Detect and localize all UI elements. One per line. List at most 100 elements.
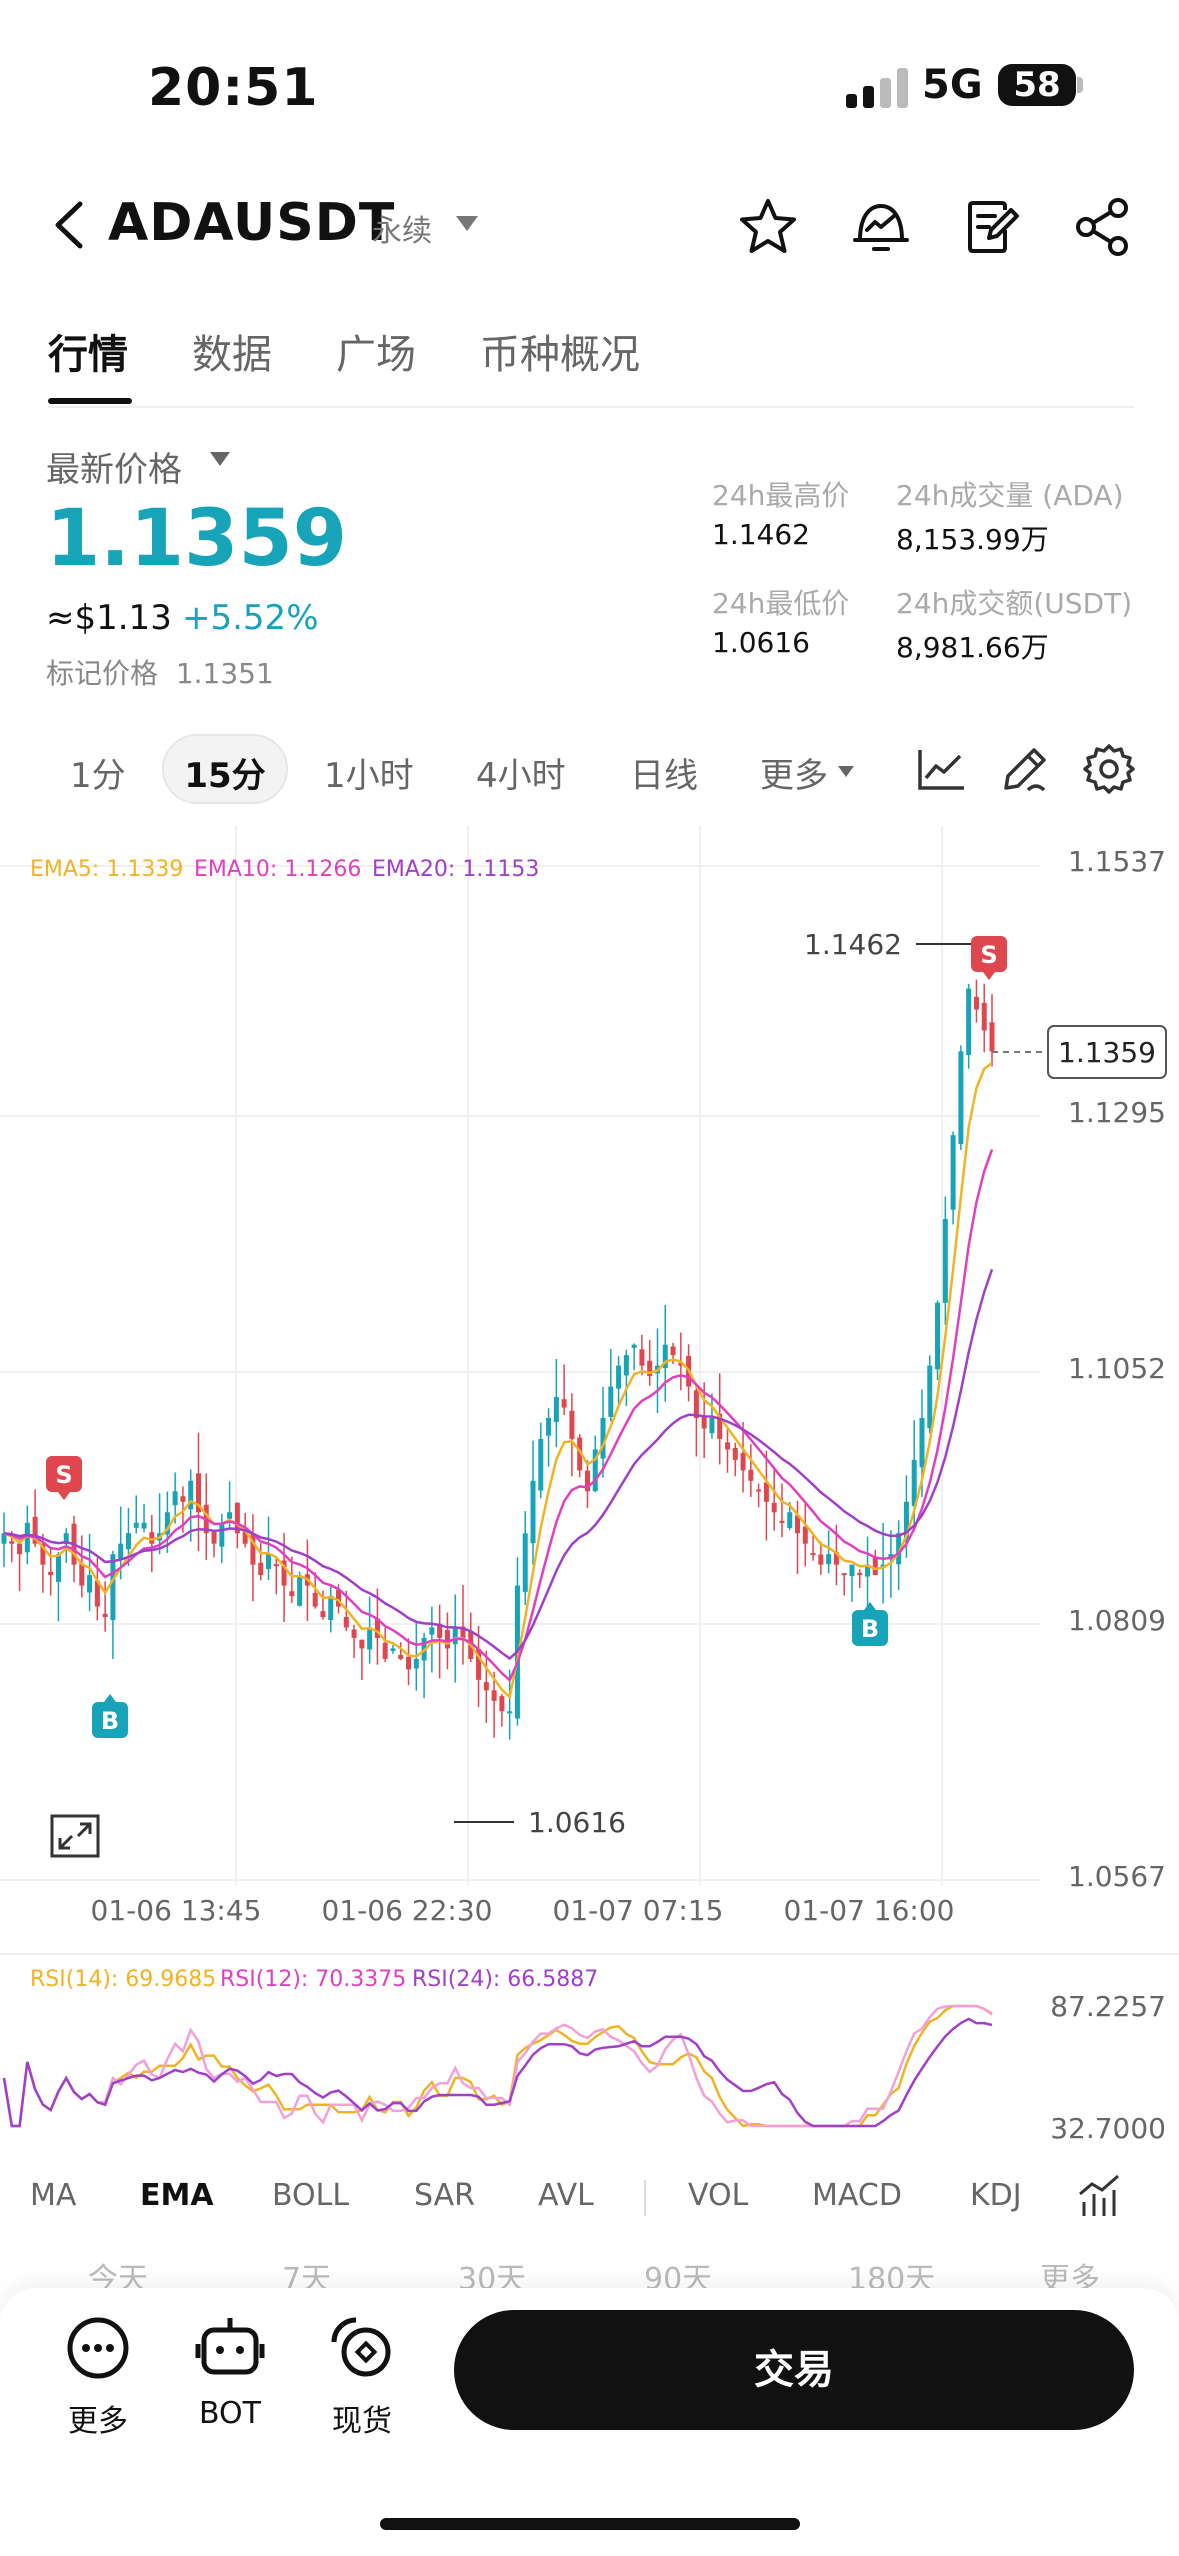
chevron-down-icon[interactable]	[210, 452, 230, 466]
candle-body	[857, 1573, 863, 1576]
y-tick: 1.0567	[1068, 1860, 1166, 1893]
interval-15m[interactable]: 15分	[184, 756, 266, 796]
star-icon[interactable]	[737, 196, 799, 258]
pair-title[interactable]: ADAUSDT	[108, 193, 396, 253]
tab-divider	[48, 406, 1134, 408]
candle-body	[491, 1690, 497, 1701]
more-label[interactable]: 更多	[68, 2404, 128, 2439]
battery-tip	[1077, 77, 1083, 93]
candle-body	[351, 1629, 357, 1638]
x-tick: 01-07 07:15	[553, 1894, 724, 1927]
bot-label[interactable]: BOT	[199, 2396, 261, 2431]
indicator-kdj[interactable]: KDJ	[970, 2178, 1022, 2213]
candle-body	[483, 1682, 489, 1691]
status-time: 20:51	[148, 58, 319, 118]
sell-marker: S	[46, 1456, 82, 1500]
indicator-boll[interactable]: BOLL	[272, 2178, 350, 2213]
candle-body	[460, 1626, 466, 1638]
candle-body	[141, 1522, 147, 1529]
candle-body	[125, 1533, 131, 1550]
volume-value: 8,153.99万	[896, 523, 1049, 556]
chevron-down-icon[interactable]	[456, 216, 478, 231]
indicator-macd[interactable]: MACD	[812, 2178, 902, 2213]
chevron-down-icon[interactable]	[838, 766, 854, 777]
indicator-vol[interactable]: VOL	[688, 2178, 749, 2213]
sell-marker: S	[971, 936, 1007, 980]
candle-body	[336, 1589, 342, 1607]
fullscreen-icon[interactable]	[50, 1814, 100, 1858]
y-tick: 1.1537	[1068, 845, 1166, 878]
candle-body	[242, 1531, 248, 1544]
spot-exchange-icon[interactable]	[326, 2312, 398, 2384]
candle-body	[763, 1482, 769, 1502]
candle-body	[219, 1522, 225, 1547]
price-alert-icon[interactable]	[850, 196, 912, 258]
last-price-label[interactable]: 最新价格	[46, 450, 182, 490]
indicator-ma[interactable]: MA	[30, 2178, 77, 2213]
indicator-ema[interactable]: EMA	[140, 2178, 214, 2213]
spot-label[interactable]: 现货	[332, 2404, 392, 2439]
trade-button[interactable]: 交易	[454, 2310, 1134, 2430]
candle-body	[522, 1533, 528, 1592]
candle-body	[802, 1526, 808, 1544]
candle-body	[110, 1554, 116, 1621]
candle-body	[935, 1302, 941, 1370]
candle-body	[826, 1554, 832, 1565]
rsi24-line	[2, 2017, 993, 2128]
candle-body	[180, 1496, 186, 1502]
tab-market[interactable]: 行情	[48, 332, 128, 378]
notes-edit-icon[interactable]	[961, 196, 1023, 258]
indicator-settings-icon[interactable]	[1076, 2172, 1124, 2220]
candle-body	[584, 1470, 590, 1492]
usd-price: ≈$1.13	[46, 598, 172, 638]
indicator-sar[interactable]: SAR	[414, 2178, 475, 2213]
candle-body	[616, 1365, 622, 1389]
candle-body	[79, 1563, 85, 1586]
candle-body	[343, 1616, 349, 1628]
bot-robot-icon[interactable]	[194, 2312, 266, 2384]
indicator-avl[interactable]: AVL	[538, 2178, 594, 2213]
last-price: 1.1359	[46, 494, 347, 584]
draw-tool-icon[interactable]	[998, 742, 1052, 796]
more-icon[interactable]	[62, 2312, 134, 2384]
candle-body	[538, 1438, 544, 1491]
ema5-line	[3, 1062, 993, 1700]
candle-body	[756, 1489, 762, 1492]
home-indicator	[380, 2518, 800, 2530]
tab-data[interactable]: 数据	[192, 332, 272, 378]
current-price-box	[1047, 1025, 1167, 1079]
high-value: 1.1462	[712, 518, 810, 551]
tab-coin-overview[interactable]: 币种概况	[480, 332, 640, 378]
candle-body	[164, 1512, 170, 1535]
low-marker: 1.0616	[528, 1806, 626, 1839]
interval-more[interactable]: 更多	[760, 756, 828, 796]
share-icon[interactable]	[1072, 196, 1134, 258]
candle-body	[553, 1397, 559, 1423]
interval-daily[interactable]: 日线	[630, 756, 698, 796]
settings-gear-icon[interactable]	[1082, 742, 1136, 796]
svg-text:S: S	[55, 1461, 72, 1489]
interval-15m-pill[interactable]	[162, 734, 288, 804]
candle-body	[227, 1512, 233, 1519]
contract-type[interactable]: 永续	[372, 214, 432, 249]
candle-body	[499, 1696, 505, 1712]
chart-type-icon[interactable]	[914, 742, 968, 796]
candlestick-chart[interactable]: EMA5: 1.1339 EMA10: 1.1266 EMA20: 1.1153…	[0, 826, 1179, 2146]
back-arrow-icon[interactable]	[50, 198, 90, 252]
candle-body	[670, 1346, 676, 1356]
tab-square[interactable]: 广场	[336, 332, 416, 378]
candle-body	[476, 1648, 482, 1680]
candle-body	[312, 1593, 318, 1607]
candle-body	[950, 1135, 956, 1210]
candle-body	[94, 1580, 100, 1607]
interval-1m[interactable]: 1分	[70, 756, 126, 796]
candle-body	[973, 996, 979, 1010]
interval-1h[interactable]: 1小时	[324, 756, 414, 796]
interval-4h[interactable]: 4小时	[476, 756, 566, 796]
candle-body	[40, 1543, 46, 1565]
ema-legend: EMA5: 1.1339 EMA10: 1.1266 EMA20: 1.1153	[30, 857, 539, 882]
candle-body	[359, 1639, 365, 1649]
candles	[1, 979, 995, 1740]
candle-body	[133, 1522, 139, 1528]
candle-body	[647, 1360, 653, 1377]
